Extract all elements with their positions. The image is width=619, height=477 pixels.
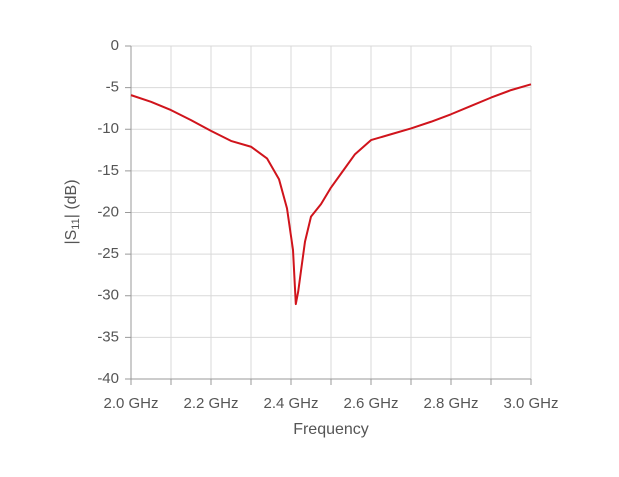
y-tick-label: -30 [97, 287, 119, 304]
y-tick-label: -5 [106, 79, 119, 96]
x-tick-label: 2.0 GHz [103, 395, 158, 412]
y-tick-label: -40 [97, 370, 119, 387]
x-tick-label: 2.4 GHz [263, 395, 318, 412]
data-line [130, 83, 532, 306]
x-tick-label: 2.2 GHz [183, 395, 238, 412]
y-tick-label: -10 [97, 120, 119, 137]
y-label-subscript: 11 [70, 218, 82, 229]
y-label-part: | (dB) [63, 179, 80, 218]
y-tick-label: -25 [97, 245, 119, 262]
y-axis-label: |S11| (dB) [63, 179, 82, 244]
y-tick-label: -20 [97, 203, 119, 220]
y-tick-label: -15 [97, 162, 119, 179]
y-label-part: |S [63, 230, 80, 245]
y-tick-label: 0 [111, 37, 119, 54]
y-tick-label: -35 [97, 328, 119, 345]
x-axis-label: Frequency [293, 421, 369, 438]
x-tick-label: 3.0 GHz [503, 395, 558, 412]
x-tick-label: 2.8 GHz [423, 395, 478, 412]
x-tick-label: 2.6 GHz [343, 395, 398, 412]
